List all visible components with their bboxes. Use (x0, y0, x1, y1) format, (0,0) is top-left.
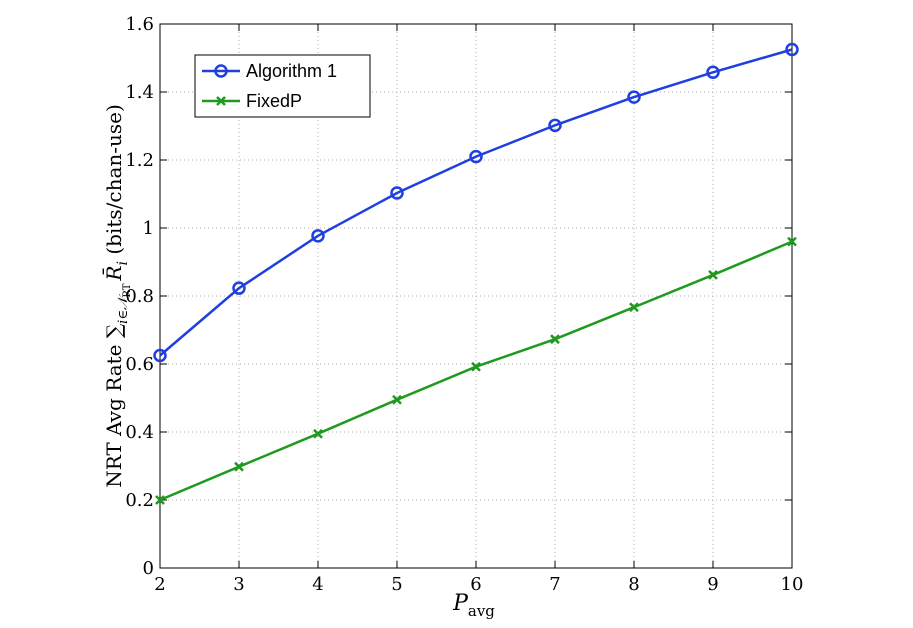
y-tick-label: 1.4 (125, 82, 154, 103)
y-tick-label: 1.2 (125, 150, 154, 171)
x-tick-label: 10 (781, 574, 804, 595)
y-tick-label: 0.6 (125, 354, 154, 375)
legend-label-algorithm-1: Algorithm 1 (246, 61, 337, 81)
x-tick-label: 7 (549, 574, 560, 595)
data-point-fixedp (550, 334, 560, 345)
data-point-algorithm-1 (627, 90, 641, 104)
x-axis-ticks: 2 3 4 5 6 7 8 9 10 (154, 24, 803, 595)
x-tick-label: 3 (233, 574, 244, 595)
data-point-fixedp (708, 270, 718, 280)
legend-marker-algorithm-1 (214, 64, 228, 78)
x-axis-title-sub: avg (468, 602, 495, 620)
data-point-algorithm-1 (548, 118, 562, 133)
data-point-algorithm-1 (469, 149, 483, 164)
series-line-algorithm-1 (159, 48, 793, 357)
data-point-fixedp (155, 495, 165, 505)
series-layer (153, 42, 799, 505)
x-tick-label: 2 (154, 574, 165, 595)
y-axis-title-var: R̄ (101, 266, 126, 282)
y-axis-ticks: 0 0.2 0.4 0.6 0.8 1 1.2 1.4 1.6 (125, 14, 792, 579)
data-point-fixedp (392, 394, 402, 405)
x-axis-title-main: P (452, 591, 469, 616)
y-tick-label: 0.2 (125, 490, 154, 511)
grid-lines (160, 24, 792, 568)
data-point-fixedp (234, 461, 244, 472)
y-tick-label: 1 (143, 218, 154, 239)
legend: Algorithm 1 FixedP (194, 54, 371, 118)
y-tick-label: 0 (143, 558, 154, 579)
y-axis-title-prefix: NRT Avg Rate ∑ (102, 323, 126, 488)
y-axis-title-units: (bits/chan-use) (102, 104, 126, 261)
y-axis-title: NRT Avg Rate ∑i∈𝒩RTR̄i (bits/chan-use) (101, 104, 133, 488)
legend-marker-fixedp (216, 96, 226, 106)
y-tick-label: 0.4 (125, 422, 154, 443)
y-axis-title-sum-subsub: RT (122, 283, 133, 297)
data-point-algorithm-1 (311, 229, 325, 243)
data-point-fixedp (471, 361, 481, 372)
x-tick-label: 4 (312, 574, 323, 595)
data-point-algorithm-1 (390, 186, 404, 200)
legend-label-fixedp: FixedP (246, 91, 302, 111)
y-axis-title-sum-sub: i∈𝒩 (116, 293, 131, 324)
data-point-algorithm-1 (785, 42, 799, 57)
data-point-fixedp (629, 302, 639, 313)
data-point-fixedp (787, 236, 797, 247)
x-tick-label: 9 (707, 574, 718, 595)
x-tick-label: 5 (391, 574, 402, 595)
y-tick-label: 0.8 (125, 286, 154, 307)
y-tick-label: 1.6 (125, 14, 154, 35)
x-tick-label: 6 (470, 574, 481, 595)
data-point-fixedp (313, 428, 323, 439)
x-tick-label: 8 (628, 574, 639, 595)
x-axis-title: Pavg (452, 591, 495, 620)
data-point-algorithm-1 (706, 65, 720, 80)
data-point-algorithm-1 (232, 281, 246, 295)
y-axis-title-var-sub: i (115, 261, 131, 265)
data-point-algorithm-1 (153, 348, 167, 363)
